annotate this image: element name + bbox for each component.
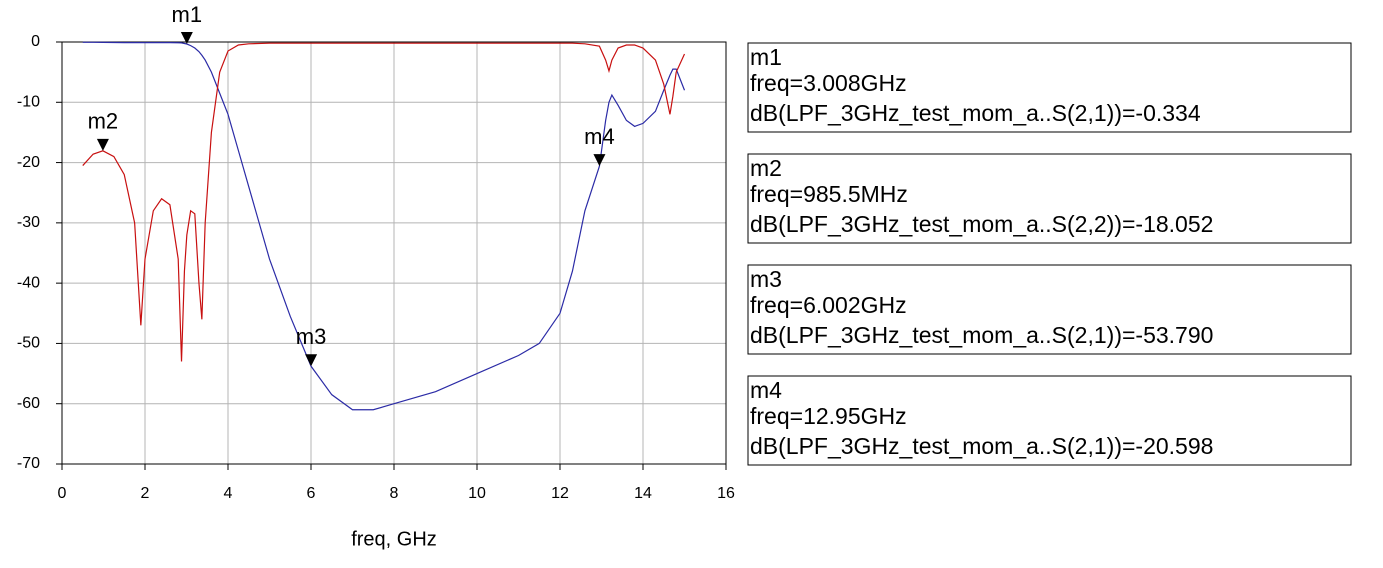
- trace: [82, 41, 686, 411]
- marker-box-freq: freq=6.002GHz: [750, 292, 907, 318]
- x-tick-label: 8: [390, 485, 399, 502]
- x-tick-label: 16: [717, 485, 735, 502]
- marker-box-name: m4: [750, 377, 782, 403]
- marker-box-name: m2: [750, 155, 782, 181]
- marker-box-value: dB(LPF_3GHz_test_mom_a..S(2,1))=-53.790: [750, 322, 1213, 348]
- y-tick-label: -10: [17, 94, 40, 111]
- marker-box-name: m3: [750, 266, 782, 292]
- marker: [593, 154, 606, 167]
- marker-label: m3: [296, 324, 327, 349]
- marker: [305, 354, 318, 367]
- x-tick-label: 10: [468, 485, 486, 502]
- y-tick-label: -20: [17, 154, 40, 171]
- y-tick-label: -70: [17, 455, 40, 472]
- marker-label: m4: [584, 124, 615, 149]
- marker-box: [747, 264, 1352, 355]
- marker-box-freq: freq=3.008GHz: [750, 70, 907, 96]
- marker-box-value: dB(LPF_3GHz_test_mom_a..S(2,1))=-20.598: [750, 433, 1213, 459]
- y-tick-label: -50: [17, 335, 40, 352]
- trace: [82, 42, 686, 362]
- marker-box: [747, 42, 1352, 133]
- y-tick-label: -60: [17, 395, 40, 412]
- y-tick-label: -40: [17, 274, 40, 291]
- marker-box: [747, 153, 1352, 244]
- marker-label: m1: [172, 2, 203, 27]
- y-tick-label: 0: [31, 33, 40, 50]
- marker-box-freq: freq=12.95GHz: [750, 403, 907, 429]
- x-tick-label: 14: [634, 485, 652, 502]
- x-tick-label: 6: [307, 485, 316, 502]
- y-tick-label: -30: [17, 214, 40, 231]
- x-tick-label: 0: [58, 485, 67, 502]
- marker: [96, 138, 109, 151]
- marker-box-name: m1: [750, 44, 782, 70]
- x-tick-label: 2: [141, 485, 150, 502]
- marker-box-freq: freq=985.5MHz: [750, 181, 908, 207]
- marker-box-value: dB(LPF_3GHz_test_mom_a..S(2,2))=-18.052: [750, 211, 1213, 237]
- marker-box-value: dB(LPF_3GHz_test_mom_a..S(2,1))=-0.334: [750, 100, 1201, 126]
- x-axis-label: freq, GHz: [351, 528, 437, 550]
- marker: [180, 32, 193, 45]
- x-tick-label: 4: [224, 485, 233, 502]
- x-tick-label: 12: [551, 485, 569, 502]
- marker-label: m2: [88, 109, 119, 134]
- marker-box: [747, 375, 1352, 466]
